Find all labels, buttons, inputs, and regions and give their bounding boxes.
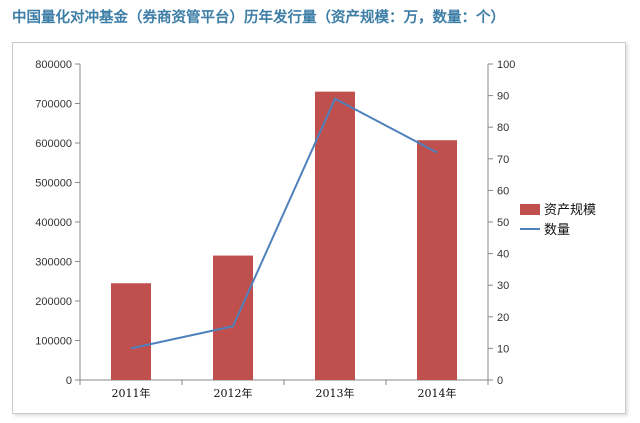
bar (111, 283, 151, 380)
left-tick-label: 400000 (35, 217, 72, 229)
legend-swatch-bar (520, 204, 540, 215)
bar (315, 91, 355, 381)
right-tick-label: 90 (497, 91, 509, 103)
bar (417, 140, 457, 380)
bars (111, 91, 457, 381)
left-tick-label: 800000 (35, 59, 72, 71)
legend-label-line: 数量 (544, 223, 570, 238)
right-tick-label: 100 (497, 59, 515, 71)
left-tick-label: 0 (66, 375, 72, 387)
x-tick-label: 2011年 (112, 386, 151, 400)
right-tick-label: 0 (497, 375, 503, 387)
line-series (130, 97, 438, 350)
left-tick-label: 100000 (35, 336, 72, 348)
right-tick-label: 70 (497, 154, 509, 166)
right-tick-label: 60 (497, 185, 509, 197)
x-tick-label: 2013年 (316, 386, 355, 400)
chart-title: 中国量化对冲基金（券商资管平台）历年发行量（资产规模：万，数量：个） (12, 10, 505, 26)
x-tick-label: 2014年 (418, 386, 457, 400)
x-tick-label: 2012年 (214, 386, 253, 400)
right-tick-label: 80 (497, 122, 509, 134)
right-tick-label: 30 (497, 280, 509, 292)
right-tick-label: 50 (497, 217, 509, 229)
bar (213, 255, 253, 380)
left-tick-label: 700000 (35, 99, 72, 111)
tick-labels: 0100000200000300000400000500000600000700… (35, 59, 515, 400)
legend-label-bar: 资产规模 (544, 203, 596, 218)
left-tick-label: 300000 (35, 257, 72, 269)
left-tick-label: 200000 (35, 296, 72, 308)
line-series-path (130, 97, 438, 350)
left-tick-label: 500000 (35, 178, 72, 190)
left-tick-label: 600000 (35, 138, 72, 150)
right-tick-label: 40 (497, 249, 509, 261)
right-tick-label: 20 (497, 312, 509, 324)
right-tick-label: 10 (497, 343, 509, 355)
